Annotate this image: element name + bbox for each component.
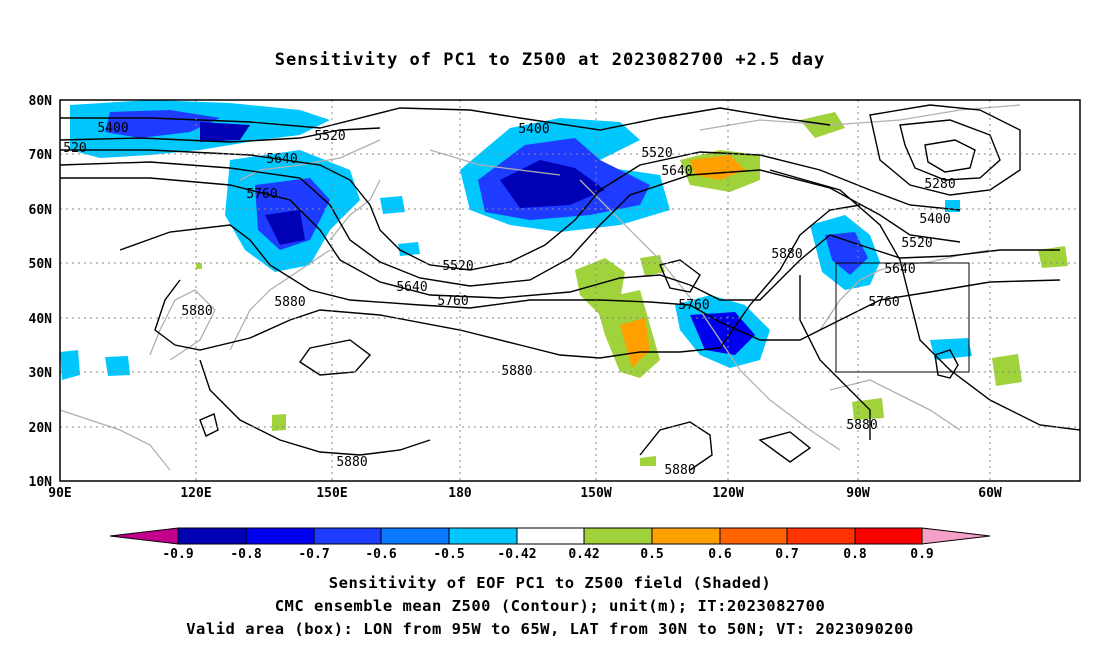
colorbar-tick: 0.7	[775, 547, 798, 562]
map-frame	[59, 99, 1081, 482]
lat-label: 10N	[29, 475, 53, 490]
contour-label: 5520	[901, 236, 932, 251]
contour-label: 5880	[771, 247, 802, 262]
colorbar-swatch	[651, 527, 721, 545]
colorbar-swatch	[516, 527, 585, 545]
valid-area-box	[835, 262, 970, 373]
lon-label: 150E	[316, 486, 347, 501]
colorbar-swatch	[177, 527, 247, 545]
colorbar-swatch	[719, 527, 788, 545]
colorbar-tick: 0.8	[843, 547, 867, 562]
lat-label: 40N	[29, 312, 53, 327]
lon-label: 150W	[580, 486, 611, 501]
colorbar-swatch	[380, 527, 450, 545]
lon-label: 90W	[846, 486, 870, 501]
contour-label: 5880	[336, 455, 367, 470]
lon-label: 60W	[978, 486, 1002, 501]
contour-label: 5640	[661, 164, 692, 179]
contour-label: 5520	[442, 259, 473, 274]
colorbar-tick: 0.6	[708, 547, 732, 562]
contour-label: 5760	[868, 295, 899, 310]
contour-label: 5880	[846, 418, 877, 433]
colorbar-swatch	[109, 527, 179, 545]
caption-line-1: Sensitivity of EOF PC1 to Z500 field (Sh…	[328, 574, 772, 592]
contour-label: 5880	[274, 295, 305, 310]
contour-label: 5880	[664, 463, 695, 478]
contour-label: 5520	[314, 129, 345, 144]
contour-label: 5640	[396, 280, 427, 295]
colorbar-swatch	[313, 527, 382, 545]
colorbar-swatch	[448, 527, 518, 545]
contour-label: 5400	[518, 122, 549, 137]
lat-label: 70N	[29, 148, 53, 163]
longitude-labels: 90E 120E 150E 180 150W 120W 90W 60W	[48, 486, 1002, 501]
figure-title: Sensitivity of PC1 to Z500 at 2023082700…	[274, 50, 826, 70]
contour-label: 5640	[884, 262, 915, 277]
caption-line-3: Valid area (box): LON from 95W to 65W, L…	[186, 620, 914, 638]
colorbar-tick: 0.5	[640, 547, 663, 562]
colorbar-tick: -0.42	[497, 547, 536, 562]
contour-label: 5280	[924, 177, 955, 192]
colorbar-swatches	[109, 527, 991, 545]
lon-label: 120E	[180, 486, 211, 501]
contour-label: 5400	[919, 212, 950, 227]
colorbar-tick: -0.8	[230, 547, 261, 562]
lat-label: 80N	[29, 94, 53, 109]
contour-label: 520	[63, 141, 86, 156]
lon-label: 120W	[712, 486, 743, 501]
contour-label: 5760	[246, 187, 277, 202]
contour-label: 5640	[266, 152, 297, 167]
graticule	[60, 100, 1080, 481]
colorbar-tick: 0.42	[568, 547, 599, 562]
coastlines	[59, 104, 1021, 471]
contour-label: 5400	[97, 121, 128, 136]
colorbar-tick: 0.9	[910, 547, 933, 562]
latitude-labels: 80N 70N 60N 50N 40N 30N 20N 10N	[29, 94, 53, 490]
lat-label: 50N	[29, 257, 53, 272]
contour-label: 5880	[181, 304, 212, 319]
contour-label: 5760	[678, 298, 709, 313]
lon-label: 90E	[48, 486, 71, 501]
contour-label: 5880	[501, 364, 532, 379]
colorbar-swatch	[583, 527, 653, 545]
caption-line-2: CMC ensemble mean Z500 (Contour); unit(m…	[274, 597, 826, 615]
colorbar-ticks: -0.9 -0.8 -0.7 -0.6 -0.5 -0.42 0.42 0.5 …	[162, 547, 933, 562]
z500-contours	[59, 104, 1081, 471]
lat-label: 30N	[29, 366, 53, 381]
colorbar-swatch	[245, 527, 315, 545]
colorbar-swatch	[854, 527, 923, 545]
lat-label: 60N	[29, 203, 53, 218]
shading-negative	[60, 100, 972, 380]
contour-label: 5760	[437, 294, 468, 309]
lon-label: 180	[448, 486, 472, 501]
contour-label: 5520	[641, 146, 672, 161]
colorbar-tick: -0.6	[365, 547, 396, 562]
colorbar-swatch	[921, 527, 991, 545]
colorbar-swatch	[786, 527, 856, 545]
contour-labels: 5400 520 5520 5640 5760 5880 5880 5400 5…	[63, 121, 955, 478]
colorbar-tick: -0.9	[162, 547, 193, 562]
colorbar-tick: -0.5	[433, 547, 464, 562]
colorbar-tick: -0.7	[298, 547, 329, 562]
lat-label: 20N	[29, 421, 53, 436]
